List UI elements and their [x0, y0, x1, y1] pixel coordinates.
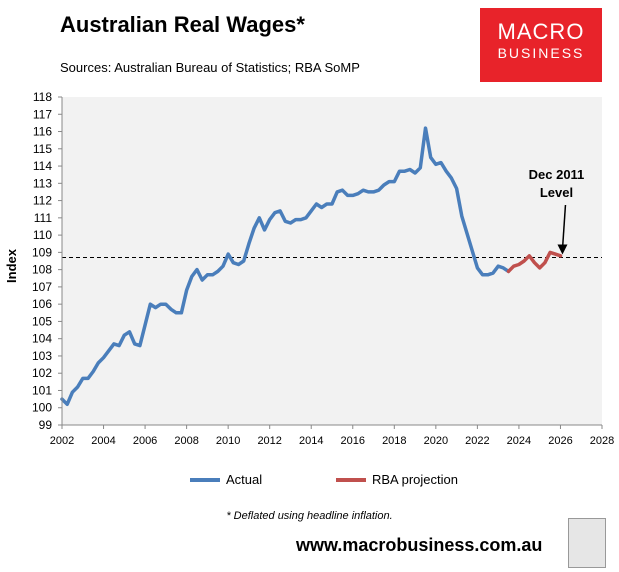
y-tick-label: 110 — [33, 228, 52, 242]
series-line-actual — [60, 126, 511, 407]
y-tick-label: 101 — [32, 383, 52, 397]
annotation-arrow-head — [557, 244, 568, 255]
x-tick-label: 2016 — [341, 435, 365, 447]
legend-swatch-actual — [190, 477, 220, 482]
y-tick-label: 112 — [33, 194, 52, 208]
y-tick-label: 117 — [33, 107, 52, 121]
footnote: * Deflated using headline inflation. — [226, 510, 393, 522]
x-tick-label: 2008 — [174, 435, 198, 447]
y-tick-label: 116 — [33, 125, 52, 139]
x-tick-label: 2010 — [216, 435, 240, 447]
y-tick-label: 103 — [32, 349, 52, 363]
y-tick-label: 115 — [33, 142, 52, 156]
y-tick-label: 108 — [32, 263, 52, 277]
y-tick-label: 113 — [33, 176, 52, 190]
y-tick-label: 106 — [32, 297, 52, 311]
y-tick-label: 105 — [32, 314, 52, 328]
website-url[interactable]: www.macrobusiness.com.au — [296, 535, 543, 555]
y-tick-label: 111 — [34, 211, 53, 225]
annotation-text-line1: Dec 2011 — [529, 167, 585, 182]
legend-item-actual: Actual — [190, 472, 262, 487]
legend-swatch-rba-projection — [336, 477, 366, 482]
x-tick-label: 2026 — [548, 435, 572, 447]
y-tick-label: 102 — [32, 366, 52, 380]
legend-item-rba-projection: RBA projection — [336, 472, 458, 487]
x-tick-label: 2004 — [91, 435, 115, 447]
line-chart: 99 100 101 102 103 104 105 106 107 108 109 110 111 11… — [4, 90, 614, 447]
y-tick-label: 118 — [33, 90, 52, 104]
chart-sources: Sources: Australian Bureau of Statistics… — [60, 60, 360, 75]
legend-label-rba-projection: RBA projection — [372, 472, 458, 487]
y-tick-label: 99 — [39, 418, 53, 432]
x-tick-label: 2002 — [50, 435, 74, 447]
macrobusiness-logo: MACRO BUSINESS — [480, 8, 602, 82]
logo-line1: MACRO — [497, 19, 585, 44]
series-line-rba-projection — [506, 250, 563, 274]
annotation-arrow-shaft — [561, 204, 567, 250]
x-tick-label: 2020 — [424, 435, 448, 447]
legend-label-actual: Actual — [226, 472, 263, 487]
y-tick-label: 114 — [33, 159, 52, 173]
x-tick-label: 2014 — [299, 435, 323, 447]
y-axis-label: Index — [4, 248, 19, 283]
x-tick-label: 2028 — [590, 435, 614, 447]
x-tick-label: 2024 — [507, 435, 531, 447]
logo-line2: BUSINESS — [497, 45, 585, 61]
annotation-text-line2: Level — [540, 185, 573, 200]
x-tick-label: 2022 — [465, 435, 489, 447]
y-tick-label: 100 — [32, 401, 52, 415]
y-tick-label: 104 — [32, 332, 52, 346]
plot-area — [62, 97, 602, 425]
y-tick-label: 109 — [32, 245, 52, 259]
wolf-logo-icon — [568, 518, 606, 568]
x-tick-label: 2012 — [257, 435, 281, 447]
x-tick-label: 2018 — [382, 435, 406, 447]
chart-title: Australian Real Wages* — [60, 12, 305, 37]
y-tick-label: 107 — [32, 280, 52, 294]
x-tick-label: 2006 — [133, 435, 157, 447]
